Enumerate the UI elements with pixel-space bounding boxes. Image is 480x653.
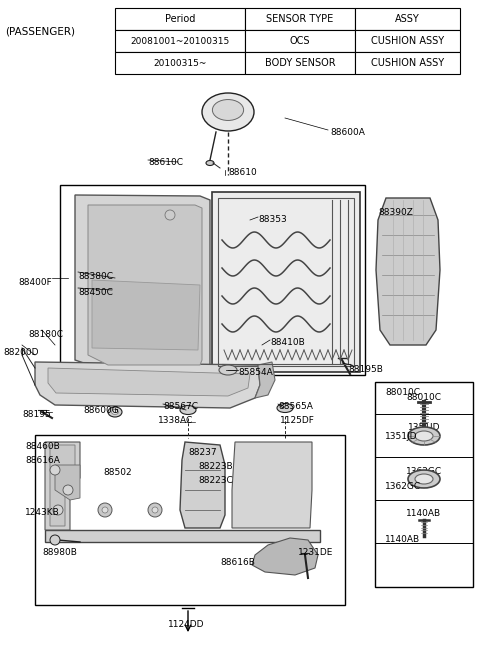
Polygon shape	[50, 445, 75, 526]
Text: 88410B: 88410B	[270, 338, 305, 347]
Bar	[355, 30, 460, 52]
Circle shape	[50, 465, 60, 475]
Text: 88195B: 88195B	[348, 365, 383, 374]
Ellipse shape	[111, 409, 119, 415]
Bar	[212, 192, 360, 372]
Circle shape	[152, 507, 158, 513]
Text: CUSHION ASSY: CUSHION ASSY	[371, 58, 444, 68]
Text: 1338AC: 1338AC	[158, 416, 193, 425]
Bar	[45, 530, 320, 542]
Text: 1140AB: 1140AB	[385, 535, 420, 544]
Ellipse shape	[202, 93, 254, 131]
Text: 88502: 88502	[103, 468, 132, 477]
Polygon shape	[180, 442, 225, 528]
Polygon shape	[75, 195, 210, 372]
Bar	[245, 8, 355, 30]
Text: 88390Z: 88390Z	[378, 208, 413, 217]
Text: 88460B: 88460B	[25, 442, 60, 451]
Text: 20081001~20100315: 20081001~20100315	[131, 37, 229, 46]
Text: 88195: 88195	[22, 410, 51, 419]
Bar	[218, 198, 354, 366]
Text: 1362GC: 1362GC	[406, 466, 442, 475]
Text: 1125DF: 1125DF	[280, 416, 315, 425]
Text: (PASSENGER): (PASSENGER)	[5, 26, 75, 36]
Text: 88353: 88353	[258, 215, 287, 224]
Ellipse shape	[415, 474, 433, 484]
Ellipse shape	[108, 407, 122, 417]
Polygon shape	[45, 442, 80, 530]
Text: 88450C: 88450C	[78, 288, 113, 297]
Circle shape	[102, 507, 108, 513]
Text: OCS: OCS	[290, 36, 310, 46]
Text: 88610: 88610	[228, 168, 257, 177]
Circle shape	[98, 503, 112, 517]
Polygon shape	[92, 280, 200, 350]
Ellipse shape	[408, 427, 440, 445]
Bar	[35, 435, 345, 605]
Text: 85854A: 85854A	[238, 368, 273, 377]
Polygon shape	[35, 362, 260, 408]
Text: SENSOR TYPE: SENSOR TYPE	[266, 14, 334, 24]
Text: Period: Period	[165, 14, 195, 24]
Bar	[245, 52, 355, 74]
Ellipse shape	[415, 431, 433, 441]
Text: CUSHION ASSY: CUSHION ASSY	[371, 36, 444, 46]
Polygon shape	[376, 198, 440, 345]
Text: 88180C: 88180C	[28, 330, 63, 339]
Text: 1243KB: 1243KB	[25, 508, 60, 517]
Ellipse shape	[219, 365, 237, 375]
Text: 1140AB: 1140AB	[407, 509, 442, 518]
Text: 88010C: 88010C	[385, 388, 420, 397]
Text: 88616A: 88616A	[25, 456, 60, 465]
Text: 1351JD: 1351JD	[408, 424, 440, 432]
Circle shape	[165, 210, 175, 220]
Polygon shape	[55, 465, 80, 500]
Polygon shape	[255, 362, 275, 398]
Ellipse shape	[277, 404, 293, 413]
Text: 88237: 88237	[188, 448, 216, 457]
Text: 1362GC: 1362GC	[385, 482, 421, 491]
Text: 88223B: 88223B	[198, 462, 233, 471]
Text: 88616B: 88616B	[220, 558, 255, 567]
Text: ASSY: ASSY	[395, 14, 420, 24]
Text: 88223C: 88223C	[198, 476, 233, 485]
Bar	[355, 8, 460, 30]
Bar	[115, 8, 245, 30]
Polygon shape	[88, 205, 202, 365]
Polygon shape	[252, 538, 318, 575]
Text: 88610C: 88610C	[148, 158, 183, 167]
Text: 88600A: 88600A	[330, 128, 365, 137]
Text: 88567C: 88567C	[163, 402, 198, 411]
Text: 88200D: 88200D	[3, 348, 38, 357]
Polygon shape	[232, 442, 312, 528]
Bar	[115, 52, 245, 74]
Text: 20100315~: 20100315~	[153, 59, 207, 67]
Circle shape	[53, 505, 63, 515]
Text: 88010C: 88010C	[407, 394, 442, 402]
Bar	[245, 30, 355, 52]
Text: 88980B: 88980B	[42, 548, 77, 557]
Circle shape	[50, 535, 60, 545]
Text: 1124DD: 1124DD	[168, 620, 204, 629]
Text: BODY SENSOR: BODY SENSOR	[264, 58, 336, 68]
Bar	[60, 185, 365, 375]
Ellipse shape	[180, 406, 196, 415]
Polygon shape	[48, 368, 250, 396]
Text: 88380C: 88380C	[78, 272, 113, 281]
Ellipse shape	[212, 99, 243, 120]
Text: 88400F: 88400F	[18, 278, 52, 287]
Ellipse shape	[408, 470, 440, 488]
Text: 1351JD: 1351JD	[385, 432, 418, 441]
Circle shape	[148, 503, 162, 517]
Ellipse shape	[206, 161, 214, 165]
Text: 1231DE: 1231DE	[298, 548, 334, 557]
Circle shape	[63, 485, 73, 495]
Bar	[115, 30, 245, 52]
Text: 88565A: 88565A	[278, 402, 313, 411]
Text: 88600G: 88600G	[83, 406, 119, 415]
Bar	[355, 52, 460, 74]
Bar	[375, 382, 473, 587]
